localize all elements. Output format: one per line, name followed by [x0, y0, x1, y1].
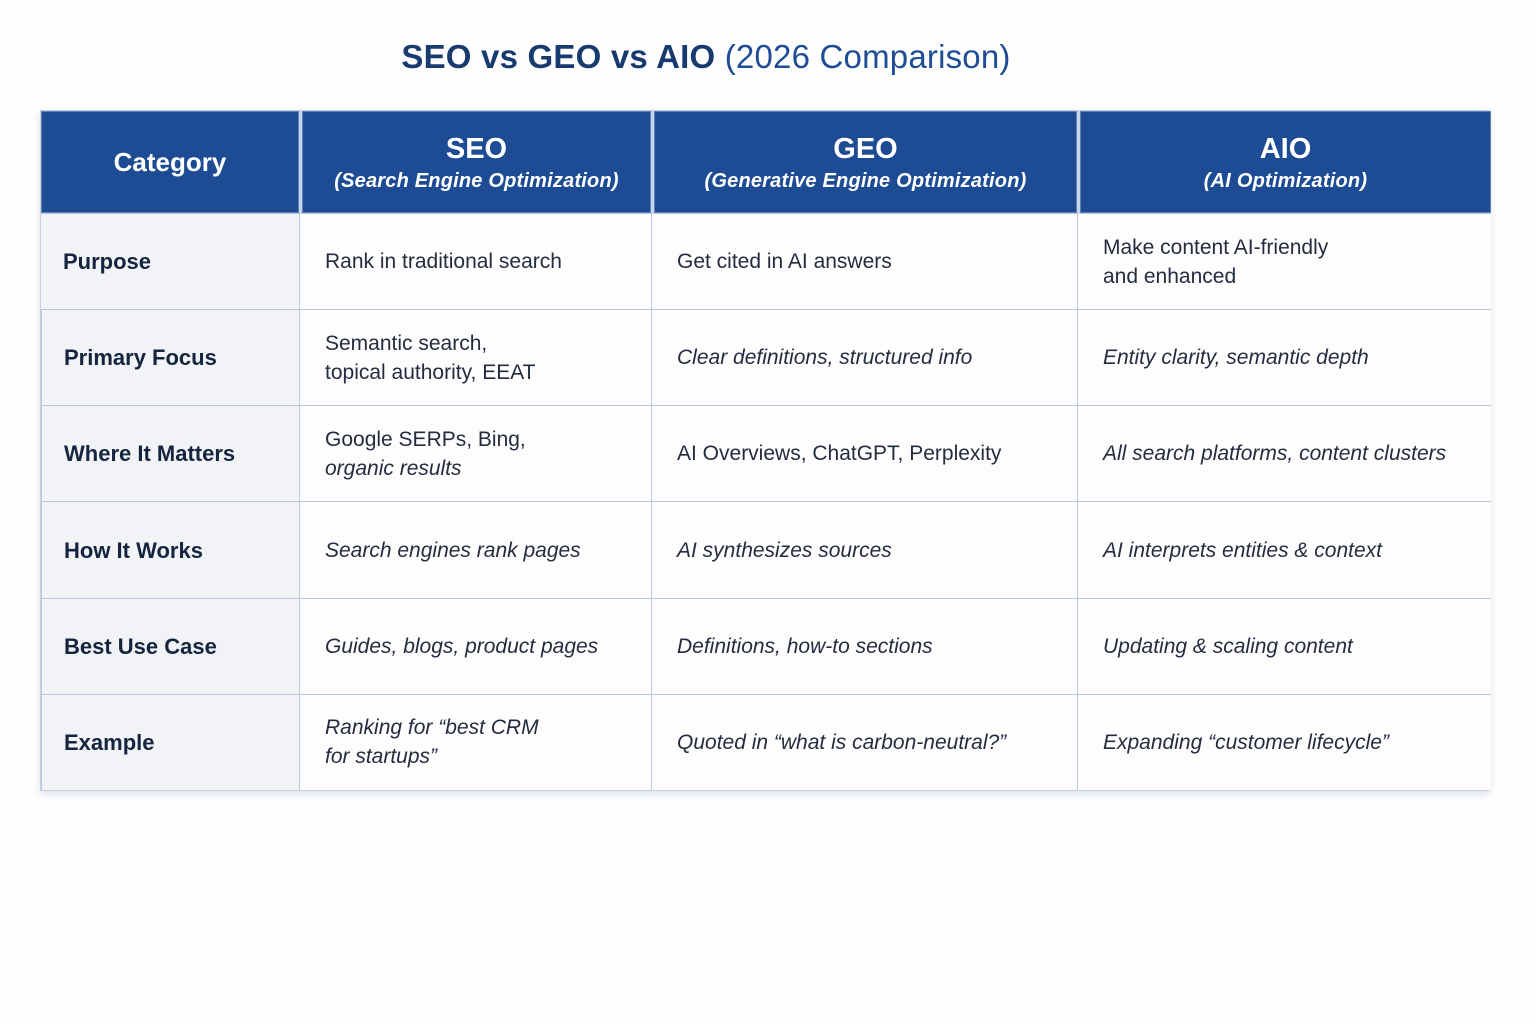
cell-best-use-case-geo: Definitions, how-to sections: [651, 597, 1077, 694]
cell-purpose-geo: Get cited in AI answers: [651, 213, 1077, 310]
cell-how-it-works-seo: Search engines rank pages: [299, 501, 651, 598]
cell-purpose-aio: Make content AI-friendly and enhanced: [1077, 213, 1491, 310]
cell-where-it-matters-seo: Google SERPs, Bing, organic results: [299, 405, 651, 502]
row-label-best-use-case: Best Use Case: [41, 597, 299, 694]
cell-text: Rank in traditional search: [325, 250, 562, 274]
cell-where-it-matters-aio: All search platforms, content clusters: [1077, 405, 1491, 502]
cell-text: Definitions, how-to sections: [677, 634, 933, 658]
row-label-where-it-matters: Where It Matters: [41, 405, 299, 502]
cell-example-seo: Ranking for “best CRM for startups”: [299, 693, 651, 790]
cell-text: Google SERPs, Bing,: [325, 427, 526, 451]
cell-text: Clear definitions, structured info: [677, 346, 973, 370]
cell-text: AI synthesizes sources: [677, 538, 892, 562]
cell-text: AI Overviews, ChatGPT, Perplexity: [677, 442, 1002, 466]
cell-text: for startups”: [325, 745, 438, 769]
row-label-text: Purpose: [63, 249, 152, 275]
cell-best-use-case-aio: Updating & scaling content: [1077, 597, 1491, 694]
cell-text: AI interprets entities & context: [1103, 538, 1382, 562]
page-title-main: SEO vs GEO vs AIO: [401, 38, 716, 75]
cell-text: Updating & scaling content: [1103, 634, 1353, 658]
column-title: Category: [113, 146, 227, 177]
column-header-geo: GEO (Generative Engine Optimization): [651, 111, 1077, 213]
column-subtitle: (Generative Engine Optimization): [704, 170, 1027, 193]
cell-text: Entity clarity, semantic depth: [1103, 346, 1369, 370]
cell-text: and enhanced: [1103, 264, 1237, 288]
row-label-text: Example: [64, 729, 155, 755]
cell-best-use-case-seo: Guides, blogs, product pages: [299, 597, 651, 694]
column-header-seo: SEO (Search Engine Optimization): [299, 111, 651, 213]
cell-text: Search engines rank pages: [325, 538, 581, 562]
cell-how-it-works-geo: AI synthesizes sources: [651, 501, 1077, 598]
cell-how-it-works-aio: AI interprets entities & context: [1077, 501, 1491, 598]
cell-example-geo: Quoted in “what is carbon-neutral?”: [651, 693, 1077, 790]
cell-text: organic results: [325, 456, 462, 480]
row-label-example: Example: [41, 693, 299, 790]
cell-example-aio: Expanding “customer lifecycle”: [1077, 693, 1491, 790]
cell-text: Quoted in “what is carbon-neutral?”: [677, 730, 1007, 754]
column-header-aio: AIO (AI Optimization): [1077, 111, 1491, 213]
cell-primary-focus-aio: Entity clarity, semantic depth: [1077, 309, 1491, 406]
column-subtitle: (Search Engine Optimization): [334, 170, 619, 193]
cell-primary-focus-seo: Semantic search, topical authority, EEAT: [299, 309, 651, 406]
comparison-table: Category SEO (Search Engine Optimization…: [40, 110, 1491, 791]
page-title-suffix: (2026 Comparison): [715, 38, 1011, 75]
column-title: AIO: [1259, 132, 1312, 165]
row-label-primary-focus: Primary Focus: [41, 309, 299, 406]
column-subtitle: (AI Optimization): [1203, 170, 1368, 193]
column-header-category: Category: [41, 111, 299, 213]
column-title: SEO: [445, 132, 508, 165]
cell-primary-focus-geo: Clear definitions, structured info: [651, 309, 1077, 406]
row-label-text: Best Use Case: [64, 633, 217, 659]
row-label-text: How It Works: [64, 537, 203, 563]
cell-text: Semantic search,: [325, 331, 488, 355]
column-title: GEO: [833, 132, 898, 165]
row-label-text: Primary Focus: [64, 345, 217, 371]
row-label-how-it-works: How It Works: [41, 501, 299, 598]
cell-text: Make content AI-friendly: [1103, 235, 1329, 259]
cell-text: All search platforms, content clusters: [1103, 442, 1447, 466]
row-label-text: Where It Matters: [64, 441, 236, 467]
cell-text: topical authority, EEAT: [325, 360, 536, 384]
cell-where-it-matters-geo: AI Overviews, ChatGPT, Perplexity: [651, 405, 1077, 502]
page-title: SEO vs GEO vs AIO (2026 Comparison): [0, 38, 1536, 76]
cell-text: Expanding “customer lifecycle”: [1103, 730, 1389, 754]
cell-text: Get cited in AI answers: [677, 250, 892, 274]
cell-purpose-seo: Rank in traditional search: [299, 213, 651, 310]
cell-text: Guides, blogs, product pages: [325, 634, 599, 658]
row-label-purpose: Purpose: [41, 213, 299, 310]
cell-text: Ranking for “best CRM: [325, 716, 539, 740]
